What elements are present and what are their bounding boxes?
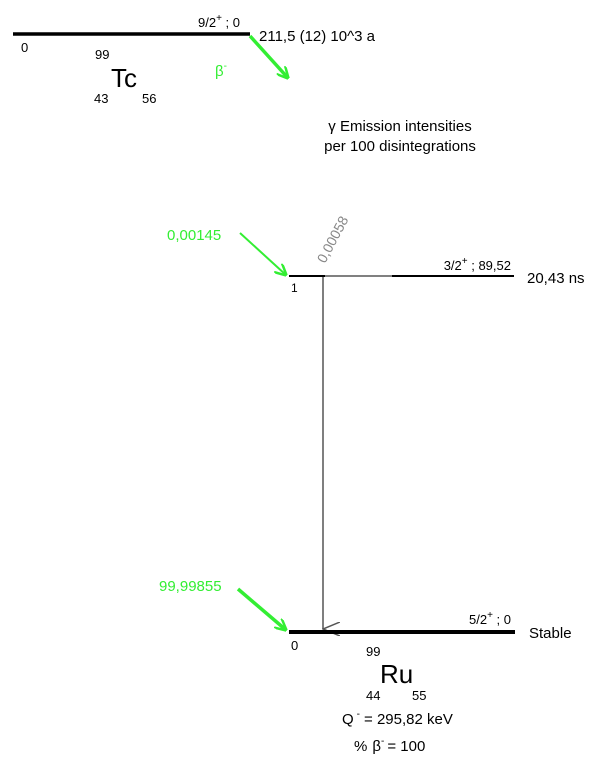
parent-atomic-number: 43 [94, 91, 108, 106]
q-value: Q - = 295,82 keV [342, 709, 453, 728]
parent-spin-energy: 9/2+ ; 0 [198, 13, 240, 30]
daughter-neutron-number: 55 [412, 688, 426, 703]
beta-feed-intensity-ground: 99,99855 [159, 578, 222, 595]
beta-branching: % β- = 100 [354, 736, 425, 755]
daughter-mass-number: 99 [366, 644, 380, 659]
beta-feed-arrow-ground [236, 587, 286, 630]
parent-neutron-number: 56 [142, 91, 156, 106]
beta-feed-arrow-level-1 [239, 232, 286, 275]
daughter-symbol: Ru [380, 659, 413, 689]
beta-decay-label: β- [215, 61, 227, 80]
gamma-transition-intensity: 0,00058 [314, 213, 352, 265]
ground-half-life: Stable [529, 625, 572, 642]
daughter-atomic-number: 44 [366, 688, 380, 703]
level-1-half-life: 20,43 ns [527, 270, 585, 287]
header-line-1: γ Emission intensities [328, 118, 471, 135]
level-1-spin-energy: 3/2+ ; 89,52 [444, 256, 511, 273]
beta-decay-arrow [248, 34, 288, 78]
parent-level-index: 0 [21, 40, 28, 55]
level-1-index: 1 [291, 281, 298, 295]
ground-spin-energy: 5/2+ ; 0 [469, 610, 511, 627]
parent-symbol: Tc [111, 63, 137, 93]
ground-level-index: 0 [291, 638, 298, 653]
parent-mass-number: 99 [95, 47, 109, 62]
parent-half-life: 211,5 (12) 10^3 a [259, 28, 376, 45]
header-line-2: per 100 disintegrations [324, 138, 476, 155]
beta-feed-intensity-level-1: 0,00145 [167, 227, 221, 244]
